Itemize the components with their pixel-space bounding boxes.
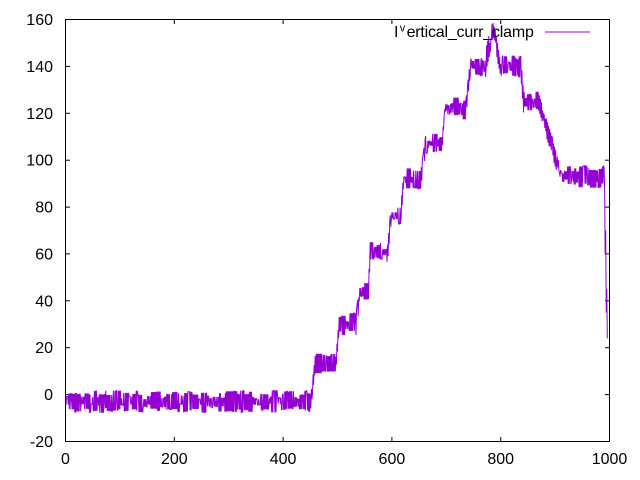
svg-text:100: 100 bbox=[26, 153, 53, 170]
svg-text:140: 140 bbox=[26, 59, 53, 76]
svg-text:20: 20 bbox=[35, 340, 53, 357]
svg-text:-20: -20 bbox=[30, 434, 53, 451]
svg-text:160: 160 bbox=[26, 12, 53, 29]
svg-text:40: 40 bbox=[35, 293, 53, 310]
svg-text:600: 600 bbox=[379, 451, 406, 468]
svg-text:120: 120 bbox=[26, 106, 53, 123]
svg-text:400: 400 bbox=[270, 451, 297, 468]
svg-text:80: 80 bbox=[35, 200, 53, 217]
svg-text:800: 800 bbox=[487, 451, 514, 468]
svg-text:0: 0 bbox=[61, 451, 70, 468]
svg-text:0: 0 bbox=[44, 387, 53, 404]
svg-text:1000: 1000 bbox=[592, 451, 628, 468]
svg-text:200: 200 bbox=[161, 451, 188, 468]
svg-text:60: 60 bbox=[35, 246, 53, 263]
